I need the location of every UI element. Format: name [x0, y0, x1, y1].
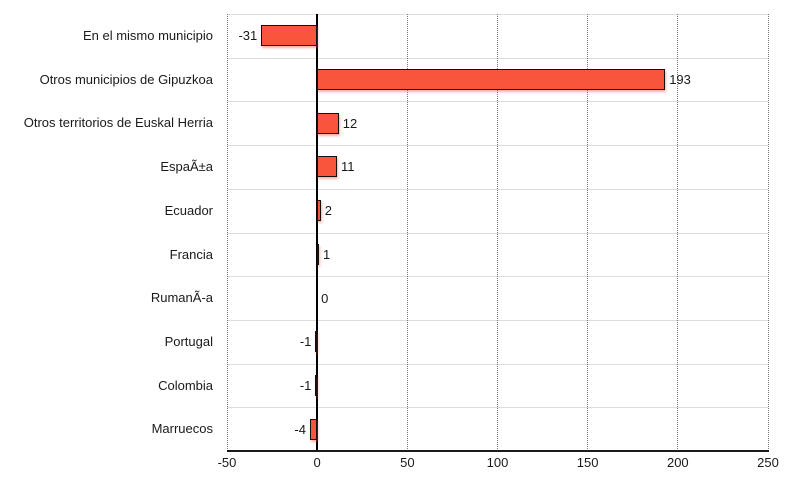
plot-area: -31 193 12 11 2 1 0 -1 -1 -4	[226, 14, 769, 451]
category-label: Colombia	[158, 377, 213, 393]
x-tick-label: 200	[666, 455, 689, 470]
x-tick-label: 150	[576, 455, 599, 470]
gridline	[767, 14, 769, 451]
x-tick-label: 100	[486, 455, 509, 470]
category-label: RumanÃ-a	[150, 290, 213, 306]
value-label: 193	[669, 72, 691, 88]
bar	[317, 69, 666, 91]
bar	[317, 156, 337, 178]
value-label: 1	[322, 246, 331, 262]
bar	[317, 243, 320, 265]
x-tick-label: 250	[757, 455, 779, 470]
value-label: -4	[294, 421, 306, 437]
category-label: Ecuador	[164, 202, 213, 218]
bar	[315, 331, 318, 353]
category-axis: En el mismo municipio Otros municipios de…	[0, 14, 213, 451]
value-label: 11	[341, 159, 355, 175]
bar	[315, 374, 318, 396]
category-label: EspaÃ±a	[160, 159, 213, 175]
x-tick-label: -50	[217, 455, 237, 470]
x-axis-line	[227, 450, 769, 452]
gridline	[677, 14, 679, 451]
zero-baseline	[316, 14, 319, 451]
gridline	[226, 14, 228, 451]
bar	[261, 25, 318, 47]
x-tick-label: 50	[400, 455, 415, 470]
bar	[317, 200, 321, 222]
bar	[309, 418, 318, 440]
value-label: 2	[324, 203, 332, 219]
category-label: Francia	[169, 246, 213, 262]
category-label: Otros municipios de Gipuzkoa	[39, 71, 213, 87]
category-label: En el mismo municipio	[82, 28, 213, 43]
value-label: -1	[299, 377, 312, 393]
value-label: 12	[342, 115, 358, 131]
value-label: 0	[321, 290, 329, 306]
gridline	[497, 14, 498, 451]
x-tick-label: 0	[313, 455, 321, 470]
gridline	[587, 14, 589, 451]
category-label: Portugal	[164, 333, 213, 349]
value-label: -1	[299, 334, 312, 350]
gridline	[406, 14, 408, 451]
value-label: -31	[238, 28, 258, 44]
bar	[317, 112, 339, 134]
category-label: Marruecos	[151, 421, 213, 437]
category-label: Otros territorios de Euskal Herria	[23, 115, 213, 131]
